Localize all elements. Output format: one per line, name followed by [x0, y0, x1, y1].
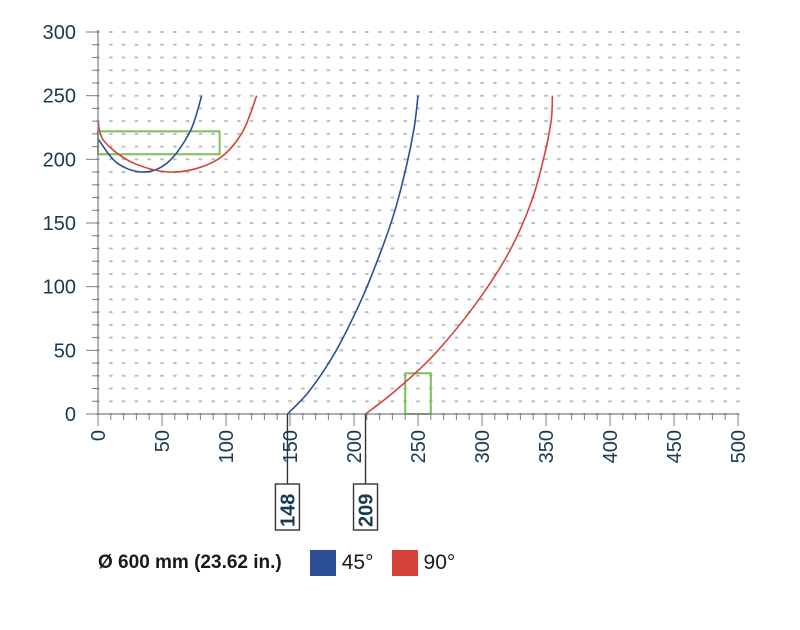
y-tick-labels: 0 50 100 150 200 250 300 [43, 22, 76, 426]
grid-dot-pattern [96, 31, 740, 415]
series-45-curve-2 [286, 95, 419, 415]
callout-label-209: 209 [356, 494, 378, 527]
callout-box-209 [352, 483, 379, 531]
legend-item-45: 45° [309, 550, 374, 576]
chart: 0 50 100 150 200 250 300 0 50 100 150 200 250 300 350… [43, 22, 750, 531]
grid-dots [96, 31, 740, 415]
y-tick-label-50: 50 [54, 340, 76, 362]
highlight-boxes [97, 130, 432, 415]
x-tick-label-150: 150 [280, 430, 302, 463]
x-tick-label-500: 500 [728, 430, 750, 463]
y-tick-label-250: 250 [43, 86, 76, 108]
x-tick-labels: 0 50 100 150 200 250 300 350 400 450 500 [88, 430, 750, 463]
x-tick-label-400: 400 [600, 430, 622, 463]
legend-title: Ø 600 mm (23.62 in.) [98, 552, 282, 573]
x-tick-label-0: 0 [88, 430, 110, 441]
x-tick-label-300: 300 [472, 430, 494, 463]
legend-item-90: 90° [391, 550, 456, 576]
callout-box-148 [274, 483, 301, 531]
callout-label-148: 148 [277, 494, 299, 527]
y-tick-label-0: 0 [65, 404, 76, 426]
y-tick-label-300: 300 [43, 22, 76, 44]
x-tick-label-100: 100 [216, 430, 238, 463]
callouts: 148 209 [274, 414, 379, 531]
legend: Ø 600 mm (23.62 in.) 45° 90° [98, 548, 473, 578]
x-tick-label-50: 50 [152, 430, 174, 452]
series-90-curve-1 [97, 95, 258, 173]
legend-label-45: 45° [341, 551, 374, 574]
y-tick-label-150: 150 [43, 213, 76, 235]
legend-swatch-45 [309, 550, 336, 576]
series-lines [97, 95, 554, 415]
series-90-curve-2 [365, 95, 554, 415]
legend-label-90: 90° [423, 551, 456, 574]
x-tick-label-450: 450 [664, 430, 686, 463]
series-45-curve-1 [97, 95, 203, 173]
x-tick-label-350: 350 [536, 430, 558, 463]
axes [86, 30, 739, 426]
legend-swatch-90 [391, 550, 418, 576]
x-tick-label-200: 200 [344, 430, 366, 463]
y-tick-label-100: 100 [43, 277, 76, 299]
x-tick-label-250: 250 [408, 430, 430, 463]
y-tick-label-200: 200 [43, 149, 76, 171]
